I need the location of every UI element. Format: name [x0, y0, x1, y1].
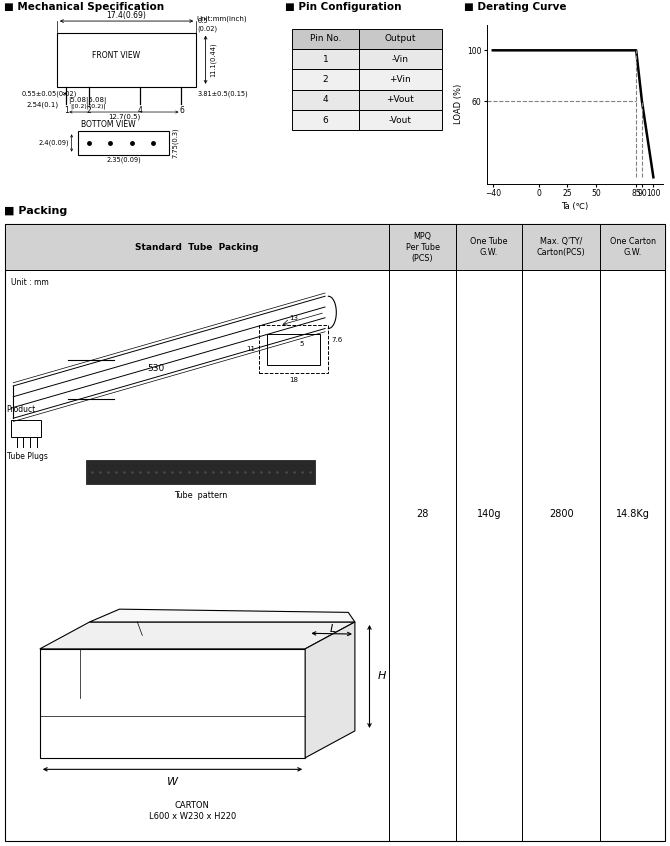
Text: -Vin: -Vin [391, 55, 409, 63]
Polygon shape [305, 622, 355, 758]
Text: 17.4(0.69): 17.4(0.69) [107, 11, 147, 19]
Bar [358, 49, 442, 69]
Text: One Carton
G.W.: One Carton G.W. [610, 237, 656, 257]
Text: 7.6: 7.6 [332, 337, 343, 343]
Text: Tube Plugs: Tube Plugs [7, 452, 48, 460]
Text: BOTTOM VIEW: BOTTOM VIEW [81, 120, 135, 129]
Text: Pin No.: Pin No. [310, 35, 341, 43]
Polygon shape [40, 622, 355, 649]
Text: 3.81±0.5(0.15): 3.81±0.5(0.15) [198, 91, 249, 97]
Text: H: H [377, 672, 386, 681]
Bar [259, 326, 328, 373]
Text: +Vout: +Vout [386, 96, 414, 104]
Bar [78, 131, 170, 155]
Text: Unit : mm: Unit : mm [11, 277, 49, 287]
Text: 2.35(0.09): 2.35(0.09) [107, 157, 141, 163]
Text: 11: 11 [246, 346, 255, 352]
Text: 2.54(0.1): 2.54(0.1) [26, 102, 58, 108]
Text: 14.8Kg: 14.8Kg [616, 509, 650, 519]
Text: Unit:mm(inch): Unit:mm(inch) [196, 15, 247, 22]
Text: 12.7(0.5): 12.7(0.5) [108, 113, 140, 120]
Polygon shape [90, 609, 355, 622]
Text: Max. Q'TY/
Carton(PCS): Max. Q'TY/ Carton(PCS) [537, 237, 586, 257]
Text: 0.5
(0.02): 0.5 (0.02) [198, 19, 218, 31]
Text: 28: 28 [416, 509, 429, 519]
Text: 4: 4 [323, 96, 328, 104]
Text: 140g: 140g [476, 509, 501, 519]
Text: L: L [330, 624, 336, 634]
Text: |5.08|5.08|: |5.08|5.08| [68, 97, 107, 104]
Text: 7.75(0.3): 7.75(0.3) [172, 128, 179, 158]
Bar [358, 29, 442, 49]
Polygon shape [40, 649, 305, 758]
Text: 6: 6 [179, 106, 184, 114]
Bar [358, 69, 442, 90]
Bar [292, 29, 358, 49]
Text: 1: 1 [322, 55, 328, 63]
Bar [5, 224, 665, 270]
Bar [86, 460, 315, 484]
Text: MPQ
Per Tube
(PCS): MPQ Per Tube (PCS) [405, 232, 440, 263]
Text: W: W [167, 777, 178, 787]
Text: FRONT VIEW: FRONT VIEW [92, 52, 140, 60]
Text: Product: Product [7, 404, 36, 414]
Text: 2800: 2800 [549, 509, 574, 519]
Text: 530: 530 [147, 365, 165, 373]
Text: 13: 13 [289, 316, 298, 321]
Text: ■ Derating Curve: ■ Derating Curve [464, 2, 566, 12]
Bar [57, 33, 196, 87]
Text: 2: 2 [86, 106, 91, 114]
Text: 0.55±0.05(0.02): 0.55±0.05(0.02) [22, 91, 78, 97]
Text: One Tube
G.W.: One Tube G.W. [470, 237, 508, 257]
Text: 2: 2 [323, 75, 328, 84]
Text: ■ Packing: ■ Packing [4, 206, 67, 216]
Text: ■ Pin Configuration: ■ Pin Configuration [285, 2, 401, 12]
Text: 2.4(0.09): 2.4(0.09) [38, 140, 69, 146]
Text: 18: 18 [289, 377, 298, 383]
Text: ■ Mechanical Specification: ■ Mechanical Specification [4, 2, 164, 12]
Bar [267, 333, 320, 365]
Text: Output: Output [385, 35, 416, 43]
Text: 5: 5 [299, 341, 304, 347]
Text: -Vout: -Vout [389, 116, 411, 124]
Text: 11.1(0.44): 11.1(0.44) [210, 42, 216, 77]
Bar [292, 90, 358, 110]
Bar [358, 90, 442, 110]
Text: 6: 6 [322, 116, 328, 124]
Text: +Vin: +Vin [389, 75, 411, 84]
Bar [292, 69, 358, 90]
Bar [11, 420, 41, 437]
Text: 1: 1 [64, 106, 68, 114]
Text: CARTON
L600 x W230 x H220: CARTON L600 x W230 x H220 [149, 801, 236, 821]
Text: Standard  Tube  Packing: Standard Tube Packing [135, 243, 259, 251]
Bar [292, 49, 358, 69]
Bar [358, 110, 442, 130]
Text: |(0.2)|(0.2)|: |(0.2)|(0.2)| [70, 103, 106, 109]
Text: 4: 4 [137, 106, 143, 114]
Bar [292, 110, 358, 130]
Text: Tube  pattern: Tube pattern [174, 491, 227, 500]
